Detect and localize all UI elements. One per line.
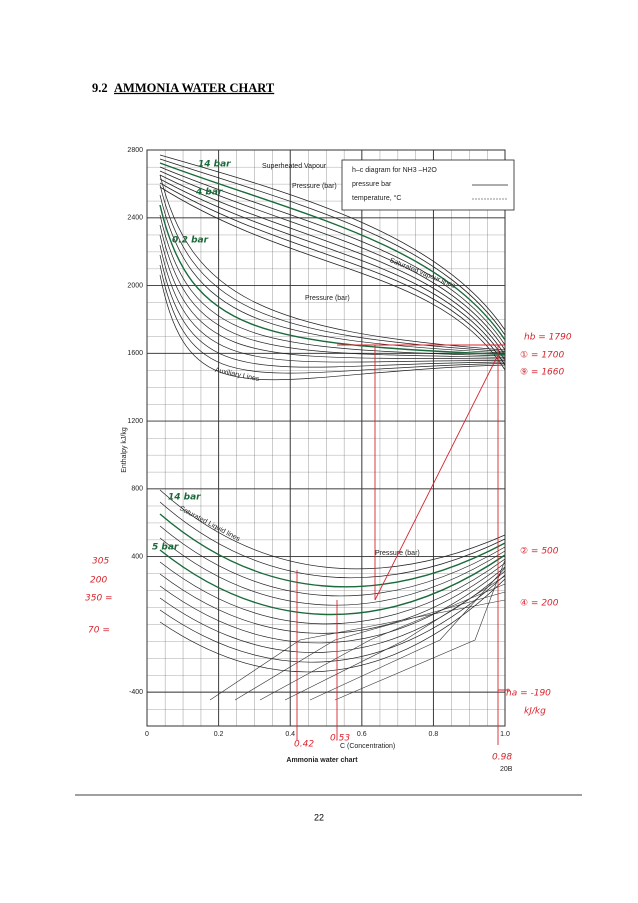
x-tick-label: 0.2 [214,731,224,738]
region-label: Pressure (bar) [292,183,337,190]
region-label: Pressure (bar) [305,295,350,302]
figure-caption: Ammonia water chart [286,757,358,764]
dew-curve [159,174,506,351]
y-tick-label: 1200 [127,418,143,425]
auxiliary-curve [234,591,506,701]
handwritten-note: ① = 1700 [520,351,565,361]
dew-curve [159,204,506,356]
handwritten-note: 0.53 [330,734,350,744]
liquid-curve [159,501,506,579]
figure-code: 20B [500,766,513,773]
auxiliary-curve [209,599,506,701]
handwritten-note: 350 = [85,594,113,604]
vapour-curve [159,158,506,336]
legend-row: temperature, °C [352,194,402,202]
x-tick-label: 0.4 [285,731,295,738]
dew-curve [159,264,506,374]
vapour-curve [159,170,506,351]
vapour-curve [159,186,506,371]
x-tick-label: 1.0 [500,731,510,738]
dew-curve [159,254,506,368]
vapour-curve [159,182,506,366]
liquid-curve [159,558,506,625]
handwritten-note: 200 [90,576,107,586]
section-title: AMMONIA WATER CHART [114,81,275,95]
y-tick-label: 2400 [127,215,143,222]
liquid-curve [159,574,506,663]
dew-curve [159,274,506,381]
handwritten-note: 5 bar [152,543,179,553]
construction-line [296,344,510,745]
legend-title: h–c diagram for NH3 –H2O [352,167,437,174]
liquid-curve [159,570,506,653]
page-number: 22 [314,812,324,822]
dew-curve [159,214,506,357]
auxiliary-curve [334,559,506,701]
y-tick-label: 2000 [127,282,143,289]
handwritten-note: 0.2 bar [172,236,209,246]
handwritten-note: 70 = [88,626,110,636]
y-tick-label: 400 [131,553,143,560]
y-tick-label: 2800 [127,147,143,154]
vapour-curve [159,166,506,346]
region-label: Pressure (bar) [375,550,420,557]
y-tick-label: -400 [129,689,143,696]
y-tick-label: 800 [131,486,143,493]
liquid-curve [159,513,506,588]
chart: 2800 2400 2000 1600 1200 800 400 -400 0 0.2 0.4 0.6… [85,147,572,773]
legend-row: pressure bar [352,181,392,188]
vapour-curve [159,162,506,341]
liquid-curve [159,537,506,606]
dew-curve [159,234,506,360]
handwritten-note: hb = 1790 [524,333,572,343]
handwritten-note: 14 bar [168,493,201,503]
y-axis-label: Enthalpy kJ/kg [121,427,128,473]
vapour-curve [159,174,506,356]
handwritten-note: kJ/kg [524,707,546,717]
auxiliary-curve [309,567,506,701]
handwritten-note: 0.42 [294,740,314,750]
liquid-curve [159,525,506,597]
dew-curve [159,244,506,363]
handwritten-note: 4 bar [195,188,223,198]
dew-curve [159,224,506,358]
handwritten-note: 14 bar [198,160,231,170]
handwritten-note: ha = -190 [506,689,551,699]
vapour-curve [159,154,506,331]
handwritten-note: 305 [92,557,109,567]
region-label: Superheated Vapour [262,163,327,170]
auxiliary-curve [284,575,506,701]
y-tick-label: 1600 [127,350,143,357]
handwritten-note: ⑨ = 1660 [520,368,565,378]
handwritten-note: 0.98 [492,753,512,763]
handwritten-note: ② = 500 [520,547,559,557]
x-tick-label: 0.8 [429,731,439,738]
dew-curve [159,184,506,352]
liquid-curve [159,566,506,644]
liquid-curve [159,549,506,616]
x-tick-label: 0 [145,731,149,738]
section-number: 9.2 [92,81,108,95]
handwritten-note: ④ = 200 [520,599,559,609]
x-tick-label: 0.6 [357,731,367,738]
liquid-curve [159,578,506,673]
dew-curve [159,194,506,354]
liquid-curve [159,489,506,570]
x-axis-label: C (Concentration) [340,743,395,750]
vapour-curve [159,178,506,361]
liquid-curve [159,562,506,634]
minor-grid [146,149,506,727]
